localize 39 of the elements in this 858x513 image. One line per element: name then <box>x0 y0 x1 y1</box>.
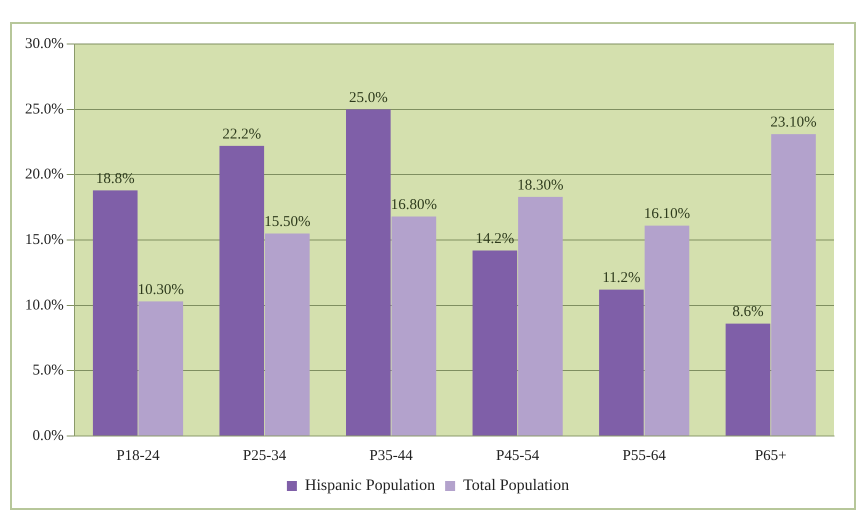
data-label: 8.6% <box>732 304 764 320</box>
bar <box>265 233 310 436</box>
data-label: 22.2% <box>222 126 262 142</box>
legend-label: Total Population <box>463 477 570 494</box>
data-label: 18.30% <box>517 177 564 194</box>
y-tick-label: 0.0% <box>32 428 64 444</box>
bar <box>599 290 644 436</box>
y-tick-label: 25.0% <box>24 101 64 118</box>
y-tick-label: 10.0% <box>24 297 64 314</box>
x-tick-label: P45-54 <box>496 448 540 464</box>
bar <box>644 226 690 436</box>
bar <box>92 190 138 436</box>
x-tick-label: P35-44 <box>369 448 414 464</box>
x-tick-label: P55-64 <box>622 448 666 464</box>
bar <box>392 216 436 436</box>
bar <box>771 134 816 436</box>
bar <box>138 301 184 436</box>
data-label: 23.10% <box>770 114 817 131</box>
bar <box>346 109 391 436</box>
y-tick-label: 15.0% <box>24 232 64 248</box>
bar <box>726 324 770 436</box>
x-tick-label: P25-34 <box>242 448 287 464</box>
data-label: 14.2% <box>475 230 514 247</box>
data-label: 25.0% <box>348 90 388 106</box>
x-tick-label: P18-24 <box>116 448 160 464</box>
y-tick-label: 5.0% <box>32 362 64 379</box>
y-tick-label: 30.0% <box>24 36 64 52</box>
bar <box>518 196 563 436</box>
data-label: 11.2% <box>602 270 641 286</box>
x-tick-label: P65+ <box>754 448 787 464</box>
bar <box>472 250 518 436</box>
bar <box>219 146 264 436</box>
data-label: 16.10% <box>644 206 690 222</box>
legend-label: Hispanic Population <box>304 477 436 494</box>
data-label: 16.80% <box>390 196 438 213</box>
data-label: 15.50% <box>264 214 310 230</box>
data-label: 10.30% <box>138 282 184 298</box>
data-label: 18.8% <box>96 170 135 187</box>
y-tick-label: 20.0% <box>24 166 64 183</box>
